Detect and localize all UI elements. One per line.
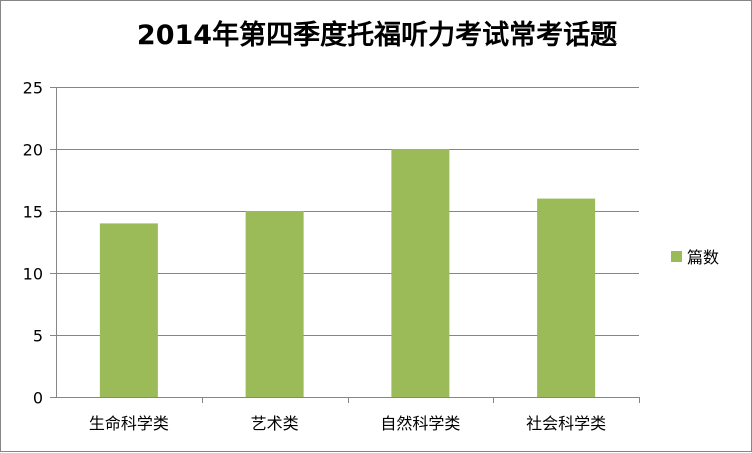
x-category-label: 艺术类	[251, 414, 299, 433]
legend-swatch	[671, 251, 682, 262]
y-tick-label: 5	[33, 327, 43, 346]
x-category-label: 生命科学类	[89, 414, 169, 433]
axes	[50, 87, 640, 403]
bar-4	[537, 198, 596, 397]
legend: 篇数	[671, 248, 719, 267]
x-category-label: 社会科学类	[526, 414, 606, 433]
y-tick-label: 20	[23, 141, 43, 160]
bars	[99, 149, 596, 397]
bar-1	[99, 223, 158, 397]
y-tick-label: 0	[33, 389, 43, 408]
tick-labels: 0 5 10 15 20 25 生命科学类 艺术类 自然科学类 社会科学类	[23, 79, 606, 434]
bar-2	[245, 211, 304, 397]
chart-title: 2014年第四季度托福听力考试常考话题	[136, 20, 618, 51]
y-tick-label: 25	[23, 79, 43, 98]
legend-label: 篇数	[687, 248, 719, 267]
x-category-label: 自然科学类	[380, 414, 460, 433]
y-tick-label: 10	[23, 265, 43, 284]
y-tick-label: 15	[23, 203, 43, 222]
bar-3	[391, 149, 450, 397]
